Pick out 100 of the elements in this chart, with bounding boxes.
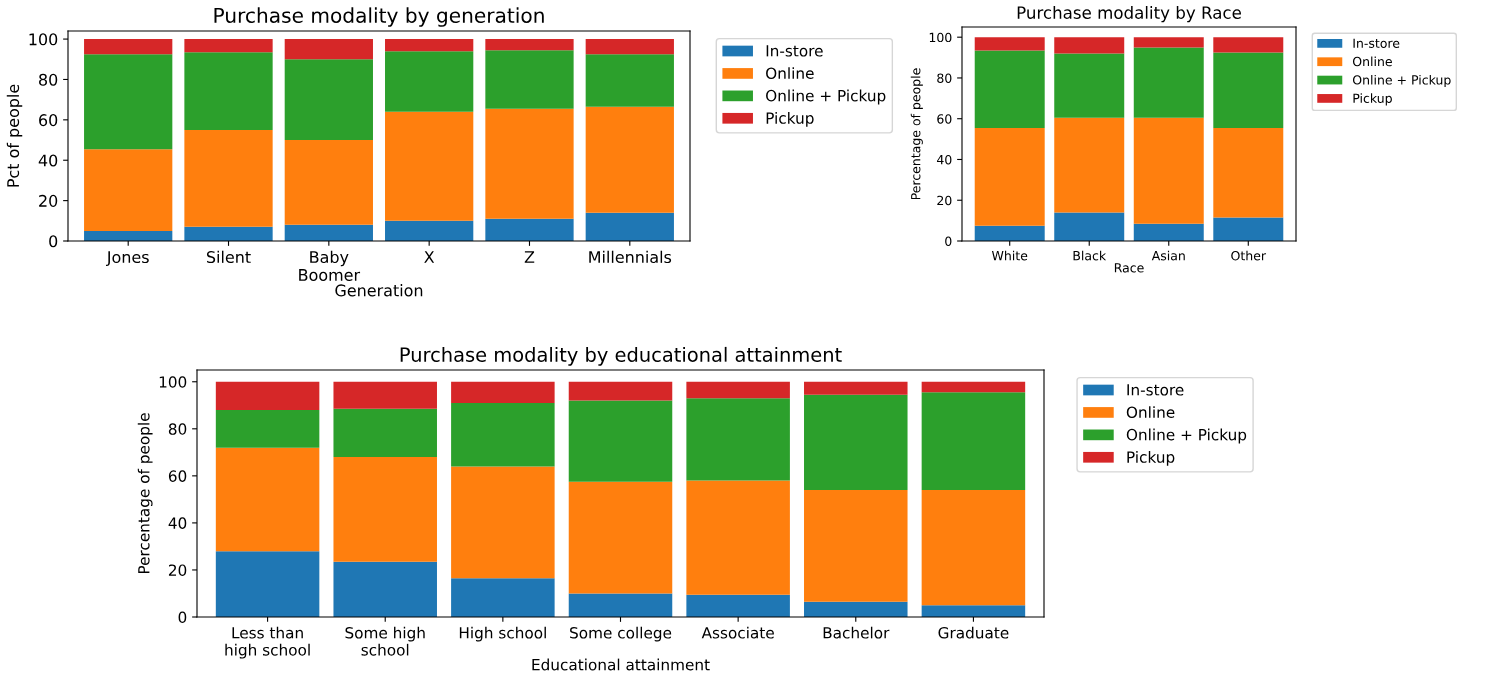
bar xyxy=(568,400,673,482)
bar xyxy=(974,127,1045,226)
y-tick-label: 40 xyxy=(38,154,58,167)
bar xyxy=(1054,117,1125,213)
legend-label: Online + Pickup xyxy=(1126,428,1247,444)
bar xyxy=(284,39,373,60)
bar xyxy=(385,39,474,52)
bar xyxy=(284,59,373,141)
x-tick-label: Associate xyxy=(701,626,774,639)
y-tick-label: 80 xyxy=(937,73,952,83)
bar xyxy=(284,140,373,225)
y-tick-label: 100 xyxy=(29,33,58,46)
bar xyxy=(184,39,273,53)
x-tick-label: Less than high school xyxy=(225,626,310,659)
bar xyxy=(485,39,574,51)
x-tick-label: Baby Boomer xyxy=(299,250,361,281)
bar xyxy=(1054,53,1125,118)
legend-label: In-store xyxy=(1353,38,1400,48)
bar xyxy=(333,561,437,617)
x-tick-label: Asian xyxy=(1151,250,1185,261)
x-tick-label: Silent xyxy=(206,250,251,264)
y-tick-label: 20 xyxy=(39,194,58,207)
chart-title: Purchase modality by educational attainment xyxy=(400,346,842,366)
legend-label: Pickup xyxy=(1127,451,1175,466)
legend-label: In-store xyxy=(1127,384,1184,396)
y-tick-label: 40 xyxy=(936,154,952,165)
bar xyxy=(974,50,1045,128)
bar xyxy=(568,481,673,594)
legend-label: Pickup xyxy=(766,112,814,127)
bar xyxy=(1213,217,1284,241)
bar xyxy=(686,381,790,399)
bar xyxy=(215,551,320,617)
bar xyxy=(385,51,474,112)
bar xyxy=(568,593,673,617)
bar xyxy=(485,218,574,241)
y-tick-label: 0 xyxy=(178,611,187,624)
bar xyxy=(686,594,790,617)
bar xyxy=(84,39,173,55)
x-axis-title: Generation xyxy=(335,284,423,297)
bar xyxy=(184,226,273,241)
bar xyxy=(686,398,790,481)
y-axis-title: Percentage of people xyxy=(910,68,923,200)
y-tick-label: 0 xyxy=(49,235,58,248)
x-tick-label: White xyxy=(991,250,1028,261)
bar xyxy=(215,381,320,410)
bar xyxy=(1213,127,1284,218)
y-tick-label: 80 xyxy=(168,423,187,435)
bar xyxy=(451,578,555,617)
bar xyxy=(451,402,555,467)
x-tick-label: Other xyxy=(1231,250,1267,261)
y-tick-label: 20 xyxy=(937,195,952,206)
y-tick-label: 0 xyxy=(945,236,952,246)
x-axis-title: Race xyxy=(1114,263,1144,273)
x-tick-label: X xyxy=(424,251,435,263)
bar xyxy=(1054,37,1125,54)
bar xyxy=(333,381,437,409)
bar xyxy=(1133,223,1204,241)
legend-label: Online xyxy=(1126,406,1175,418)
y-tick-label: 20 xyxy=(168,564,187,576)
bar xyxy=(585,54,674,107)
x-tick-label: Jones xyxy=(105,251,149,267)
bar xyxy=(974,37,1045,51)
bar xyxy=(1054,212,1125,241)
x-tick-label: Bachelor xyxy=(823,626,890,639)
bar xyxy=(585,212,674,241)
bar xyxy=(921,381,1026,393)
bar xyxy=(333,457,437,562)
bar xyxy=(1213,52,1284,128)
chart-title: Purchase modality by generation xyxy=(214,7,544,27)
bar xyxy=(485,50,574,109)
bar xyxy=(84,54,173,150)
chart-title: Purchase modality by Race xyxy=(1017,6,1241,23)
y-axis-title: Percentage of people xyxy=(137,413,153,574)
y-tick-label: 100 xyxy=(159,376,187,388)
bar xyxy=(184,129,273,227)
y-tick-label: 60 xyxy=(937,114,952,124)
bar xyxy=(184,52,273,130)
bar xyxy=(921,489,1026,606)
y-tick-label: 100 xyxy=(929,32,952,43)
bar xyxy=(974,225,1045,241)
bar xyxy=(804,601,908,617)
legend-label: Online xyxy=(1352,56,1392,67)
bar xyxy=(1133,37,1204,48)
bar xyxy=(1133,117,1204,224)
bar xyxy=(215,447,320,552)
bar xyxy=(568,381,673,401)
x-tick-label: High school xyxy=(459,626,546,642)
x-axis-title: Educational attainment xyxy=(532,658,710,671)
bar xyxy=(585,39,674,55)
x-tick-label: Z xyxy=(524,251,535,263)
bar xyxy=(686,480,790,595)
y-tick-label: 80 xyxy=(39,73,58,86)
bar xyxy=(333,408,437,458)
legend-label: Online + Pickup xyxy=(1352,74,1451,88)
bar xyxy=(215,409,320,448)
x-tick-label: Some college xyxy=(570,626,672,642)
bar xyxy=(585,106,674,213)
bar xyxy=(284,224,373,241)
x-tick-label: Black xyxy=(1073,250,1107,261)
bar xyxy=(804,394,908,490)
